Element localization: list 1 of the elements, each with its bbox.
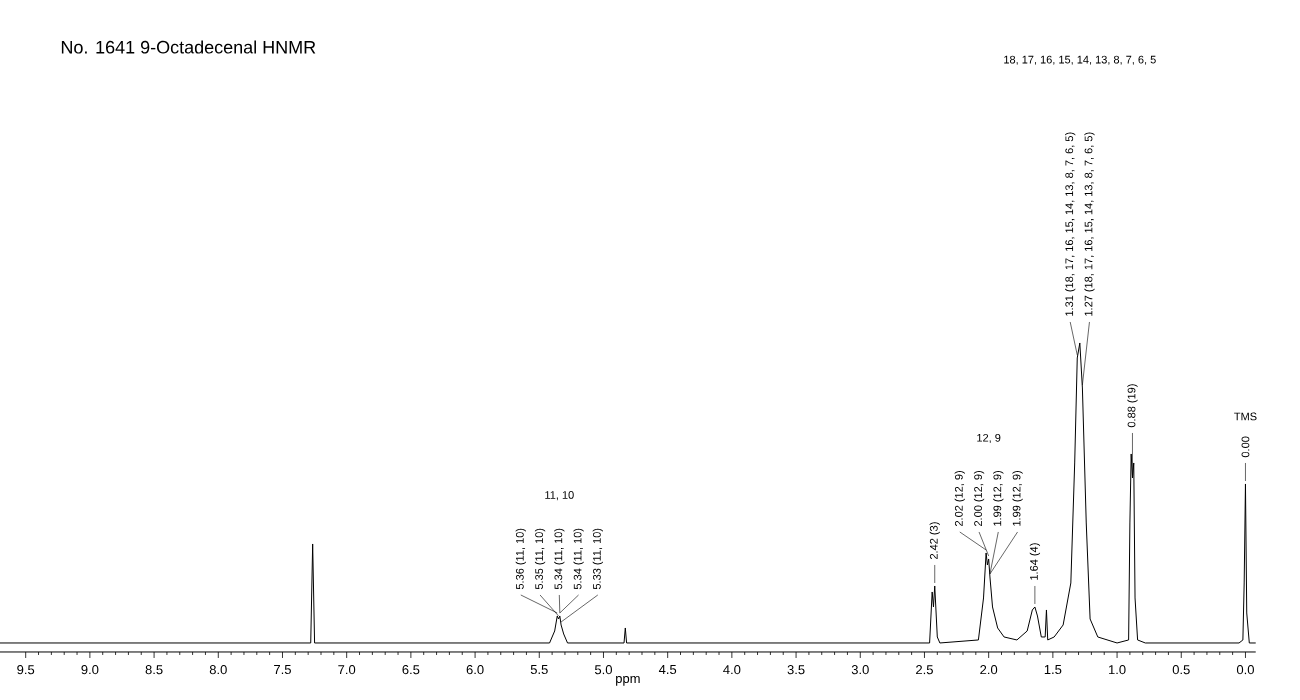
chart-title: No. 1641 9-Octadecenal HNMR	[61, 40, 316, 54]
